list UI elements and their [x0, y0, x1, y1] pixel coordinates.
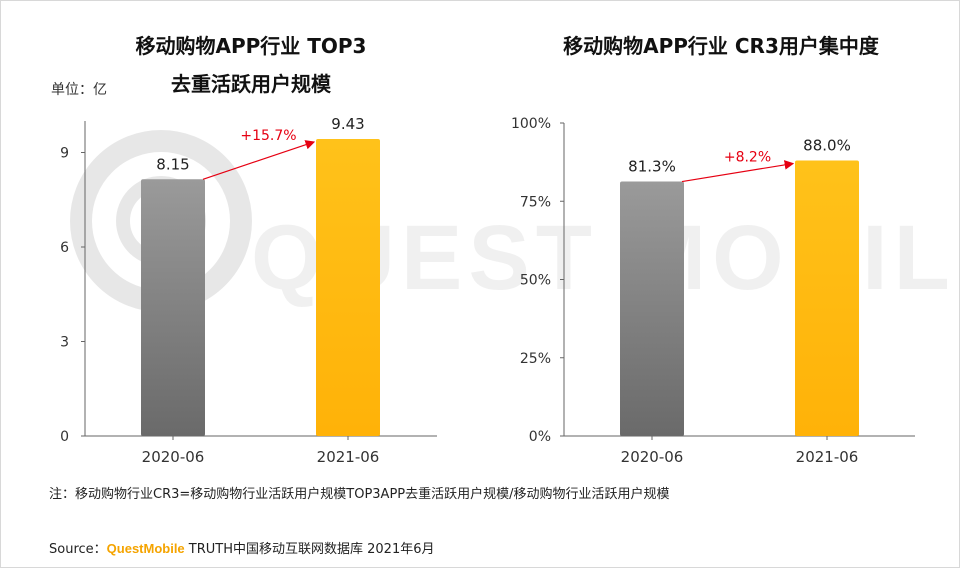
source-prefix: Source：	[49, 542, 107, 557]
left-data-label: 8.15	[156, 155, 189, 173]
left-growth-label: +15.7%	[240, 128, 296, 144]
right-y-tick-label: 100%	[511, 116, 551, 132]
left-bar-2020-06	[141, 179, 205, 436]
left-x-tick-label: 2020-06	[142, 448, 205, 466]
right-y-tick-label: 75%	[520, 194, 551, 210]
right-y-tick-label: 25%	[520, 351, 551, 367]
right-data-label: 88.0%	[803, 137, 851, 155]
left-x-tick-label: 2021-06	[317, 448, 380, 466]
source-brand: QuestMobile	[106, 541, 185, 556]
right-x-tick-label: 2021-06	[796, 448, 859, 466]
left-chart-title-line2: 去重活跃用户规模	[171, 72, 331, 96]
right-y-tick-label: 50%	[520, 273, 551, 289]
charts-canvas: 0 3 6 9 8.15 2020-06 9.43 2021-06 +15.7% 0% 25% 50%…	[60, 115, 915, 466]
left-chart-unit: 单位：亿	[51, 82, 107, 98]
left-y-tick-label: 0	[60, 429, 69, 445]
right-data-label: 81.3%	[628, 158, 676, 176]
right-bar-2020-06	[620, 181, 684, 436]
right-growth-label: +8.2%	[724, 150, 771, 166]
left-y-tick-label: 3	[60, 335, 69, 351]
left-y-tick-label: 6	[60, 240, 69, 256]
left-chart-title-line1: 移动购物APP行业 TOP3	[135, 34, 367, 58]
left-data-label: 9.43	[331, 115, 364, 133]
right-bar-2021-06	[795, 160, 859, 436]
footnote: 注：移动购物行业CR3=移动购物行业活跃用户规模TOP3APP去重活跃用户规模/…	[49, 487, 670, 502]
source-line: Source：QuestMobile TRUTH中国移动互联网数据库 2021年…	[49, 538, 435, 557]
right-y-tick-label: 0%	[529, 429, 551, 445]
right-x-tick-label: 2020-06	[621, 448, 684, 466]
right-chart-title: 移动购物APP行业 CR3用户集中度	[563, 34, 879, 58]
left-growth-arrow	[202, 140, 316, 180]
left-bar-2021-06	[316, 138, 380, 436]
source-rest: TRUTH中国移动互联网数据库 2021年6月	[184, 542, 435, 557]
left-y-tick-label: 9	[60, 146, 69, 162]
right-growth-arrow	[681, 160, 795, 183]
